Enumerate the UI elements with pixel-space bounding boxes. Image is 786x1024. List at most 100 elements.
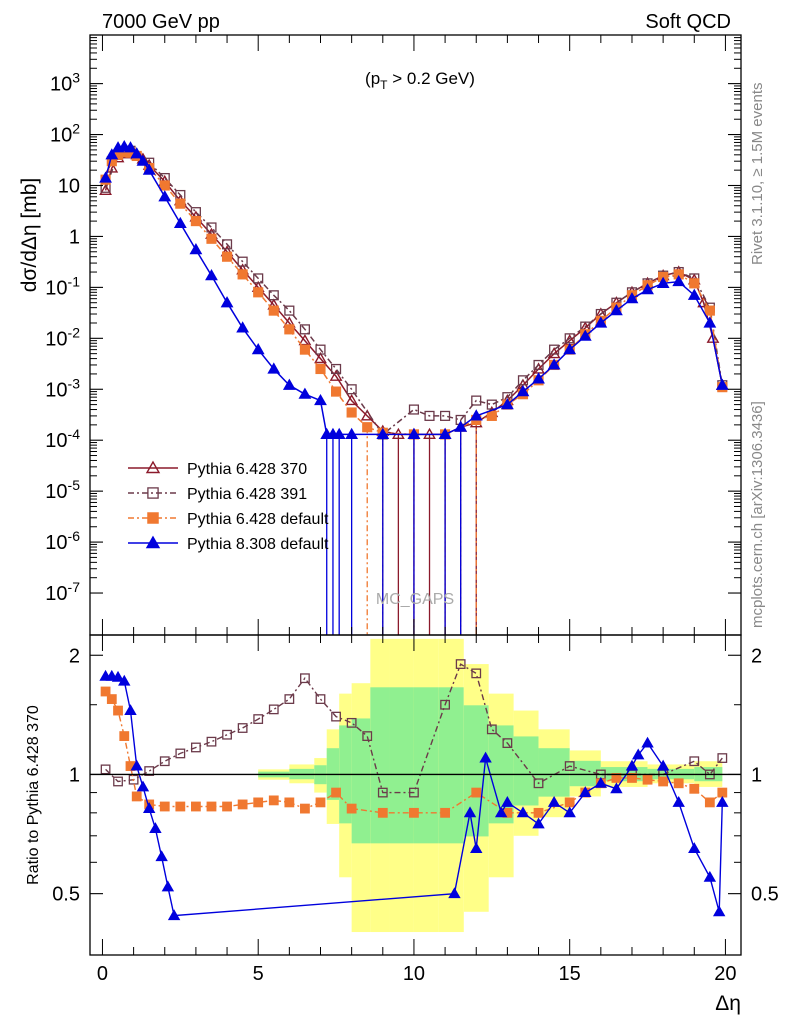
data-point	[189, 243, 203, 255]
data-point	[578, 329, 592, 341]
data-point	[689, 278, 700, 289]
ratio-point	[494, 806, 508, 818]
y-tick-label: 10-1	[45, 273, 80, 299]
ratio-point	[689, 783, 700, 794]
ratio-point	[191, 801, 201, 812]
ratio-point	[641, 736, 654, 748]
data-point	[687, 288, 701, 300]
ratio-point	[594, 776, 608, 788]
data-point	[486, 399, 497, 410]
data-point	[298, 387, 312, 399]
data-point	[221, 239, 233, 250]
header-right-label: Soft QCD	[645, 11, 731, 33]
ratio-point	[704, 797, 715, 808]
data-point	[345, 393, 359, 406]
data-point	[158, 190, 172, 202]
main-y-axis-label: dσ/dΔη [mb]	[18, 178, 41, 293]
data-point	[221, 251, 233, 262]
ratio-point	[128, 774, 139, 785]
ratio-point	[564, 761, 575, 771]
data-point	[331, 363, 342, 375]
ratio-tick-label: 2	[69, 645, 80, 667]
data-point	[704, 305, 715, 316]
x-axis-label: Δη	[715, 992, 741, 1015]
ratio-point	[237, 799, 248, 810]
data-point	[315, 344, 326, 355]
ratio-point	[206, 736, 217, 747]
ratio-point	[563, 806, 576, 818]
data-point	[130, 147, 144, 159]
ratio-point	[191, 742, 201, 753]
ratio-point	[642, 774, 653, 785]
data-point	[517, 375, 529, 386]
ratio-point	[533, 778, 544, 789]
y-tick-label: 10	[58, 175, 80, 197]
ratio-point	[470, 842, 483, 853]
y-tick-label: 1	[69, 226, 80, 248]
data-point	[267, 362, 281, 374]
ratio-point	[300, 803, 310, 814]
data-point	[641, 283, 654, 295]
legend-marker	[145, 535, 161, 549]
ratio-point	[175, 748, 186, 759]
ratio-point	[471, 787, 482, 798]
data-point	[314, 393, 327, 406]
y-tick-label: 10-2	[45, 324, 80, 350]
legend-marker	[147, 487, 159, 499]
series-line	[104, 149, 724, 436]
header: 7000 GeV pp Soft QCD	[102, 11, 731, 33]
legend-label: Pythia 6.428 370	[187, 461, 307, 478]
main-plot-panel: 10310210110-110-210-310-410-510-610-7(pT…	[45, 34, 742, 636]
ratio-point	[113, 705, 123, 716]
data-point	[345, 427, 359, 439]
ratio-point	[703, 870, 717, 882]
data-point	[715, 378, 729, 390]
data-point	[703, 316, 717, 328]
data-point	[563, 343, 577, 355]
data-point	[331, 386, 342, 397]
data-point	[533, 359, 544, 371]
ratio-tick-label: 0.5	[751, 884, 779, 906]
y-tick-label: 10-5	[45, 477, 80, 503]
ratio-point	[479, 751, 492, 763]
legend: Pythia 6.428 370 Pythia 6.428 391 Pythia 6…	[128, 460, 329, 553]
ratio-point	[144, 766, 155, 776]
ratio-point	[315, 797, 326, 808]
ratio-point	[632, 748, 645, 760]
ratio-point	[136, 780, 150, 792]
ratio-band-inner	[370, 687, 390, 844]
y-tick-label: 103	[50, 70, 80, 96]
ratio-point	[331, 787, 341, 798]
ratio-point	[532, 817, 545, 829]
ratio-point	[100, 764, 111, 775]
ratio-point	[579, 786, 592, 798]
watermark: MC_GAPS	[376, 591, 454, 608]
ratio-point	[688, 842, 701, 853]
data-point	[656, 276, 670, 288]
data-point	[564, 333, 575, 344]
data-point	[547, 347, 561, 359]
data-point	[454, 420, 468, 432]
ratio-point	[463, 806, 477, 818]
cut-annotation: (pT > 0.2 GeV)	[365, 69, 475, 92]
ratio-frame	[89, 634, 742, 956]
ratio-point	[155, 850, 168, 862]
ratio-point	[712, 905, 726, 917]
x-tick-label: 15	[559, 963, 581, 985]
legend-label: Pythia 6.428 391	[187, 486, 307, 503]
data-point	[408, 404, 420, 415]
ratio-point	[111, 670, 125, 682]
ratio-point	[501, 795, 514, 807]
data-point	[314, 351, 327, 364]
ratio-plot-panel: 0.5 0.51 12 20 5 10 15 20	[52, 634, 779, 985]
x-tick-label: 20	[714, 963, 736, 985]
data-point	[376, 427, 390, 439]
data-point	[346, 384, 357, 395]
data-point	[190, 216, 201, 227]
ratio-point	[409, 807, 419, 818]
ratio-point	[346, 717, 357, 728]
data-point	[124, 141, 137, 153]
ratio-series-line	[105, 675, 723, 917]
data-point	[159, 180, 170, 191]
